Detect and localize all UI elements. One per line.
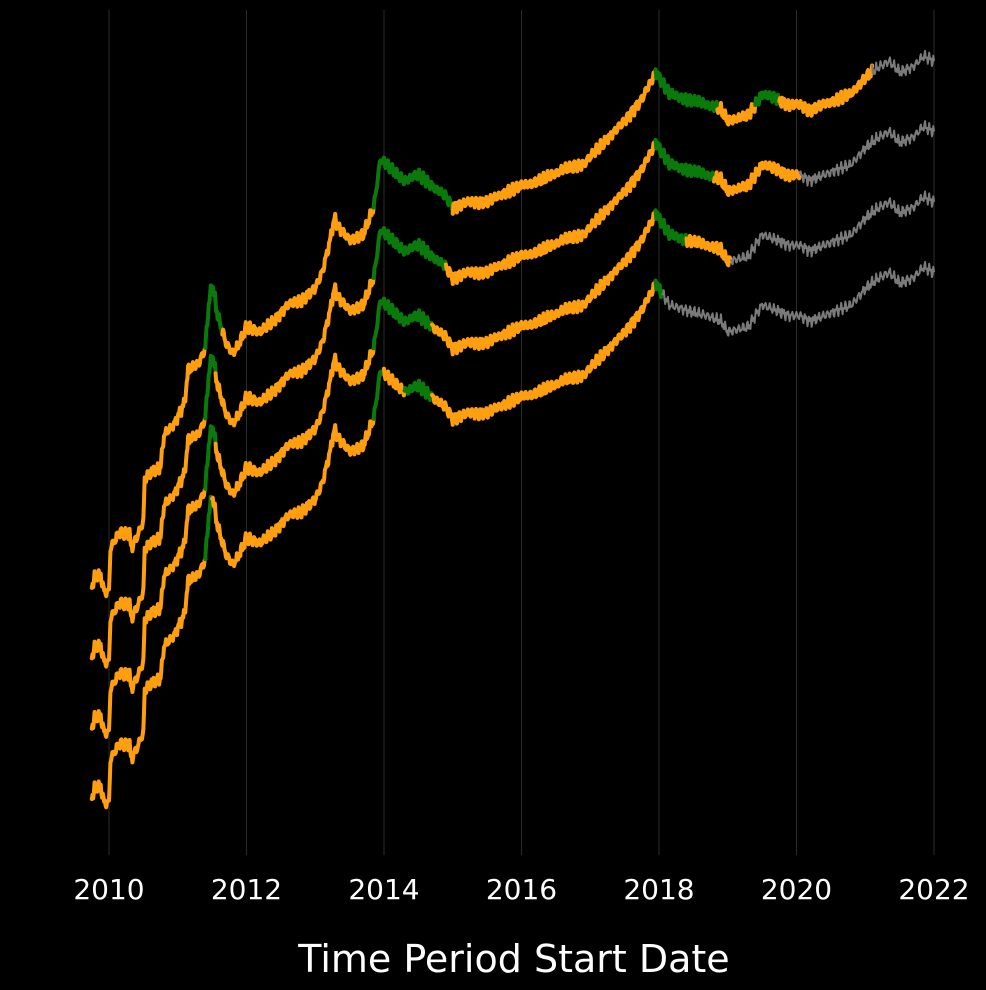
series-3-segment-6-green [653, 208, 689, 247]
series-1-segment-4-orange [333, 205, 376, 246]
series-3-segment-4-green [371, 296, 435, 351]
series-1-segment-8-orange [715, 101, 758, 127]
series-3-segment-2-green [203, 424, 218, 491]
x-tick-label-2014: 2014 [348, 873, 419, 906]
series-2-segment-5-orange [443, 138, 658, 286]
x-tick-label-2020: 2020 [761, 873, 832, 906]
series-4-segment-7-orange [430, 278, 658, 427]
series-1-segment-2-green [203, 283, 225, 350]
series-4-segment-2-green [203, 494, 215, 562]
series-1-segment-7-green [653, 67, 720, 114]
series-1-segment-1-orange [89, 346, 208, 599]
gridlines [108, 10, 935, 855]
series-1-segment-11-gray [871, 49, 935, 77]
series-4-segment-3-orange [210, 416, 376, 569]
x-tick-label-2022: 2022 [898, 873, 969, 906]
series-4-segment-4-green [371, 366, 386, 421]
series-1-segment-3-orange [220, 211, 338, 357]
series-2-segment-2-green [203, 353, 218, 421]
x-tick-label-2010: 2010 [73, 873, 144, 906]
x-tick-label-2018: 2018 [623, 873, 694, 906]
x-tick-label-2016: 2016 [486, 873, 557, 906]
series-2-segment-4-green [371, 226, 448, 280]
series-1-segment-6-orange [450, 67, 658, 216]
series-3-segment-8-gray [730, 190, 935, 266]
series-lines [89, 49, 935, 810]
x-axis-title: Time Period Start Date [297, 937, 729, 981]
series-3-segment-1-orange [89, 486, 208, 739]
series-4-segment-6-green [402, 378, 435, 403]
x-tick-label-2012: 2012 [211, 873, 282, 906]
series-2-segment-1-orange [89, 416, 208, 669]
series-2-segment-7-orange [712, 160, 802, 197]
series-2-segment-6-green [653, 138, 716, 184]
series-4-segment-9-gray [661, 260, 935, 337]
series-4-segment-1-orange [89, 557, 208, 810]
series-1-segment-9-green [753, 89, 782, 107]
series-2-segment-3-orange [213, 276, 376, 428]
series-3-segment-5-orange [430, 208, 658, 357]
series-1-segment-10-orange [777, 63, 875, 118]
series-2-segment-8-gray [798, 120, 935, 188]
series-3-segment-7-orange [684, 233, 734, 268]
series-1-segment-5-green [371, 155, 455, 216]
x-tick-labels: 2010 2012 2014 2016 2018 2020 2022 [73, 873, 969, 906]
series-4-segment-5-orange [382, 366, 407, 398]
series-4-segment-8-green [653, 278, 665, 300]
series-3-segment-3-orange [213, 346, 376, 498]
